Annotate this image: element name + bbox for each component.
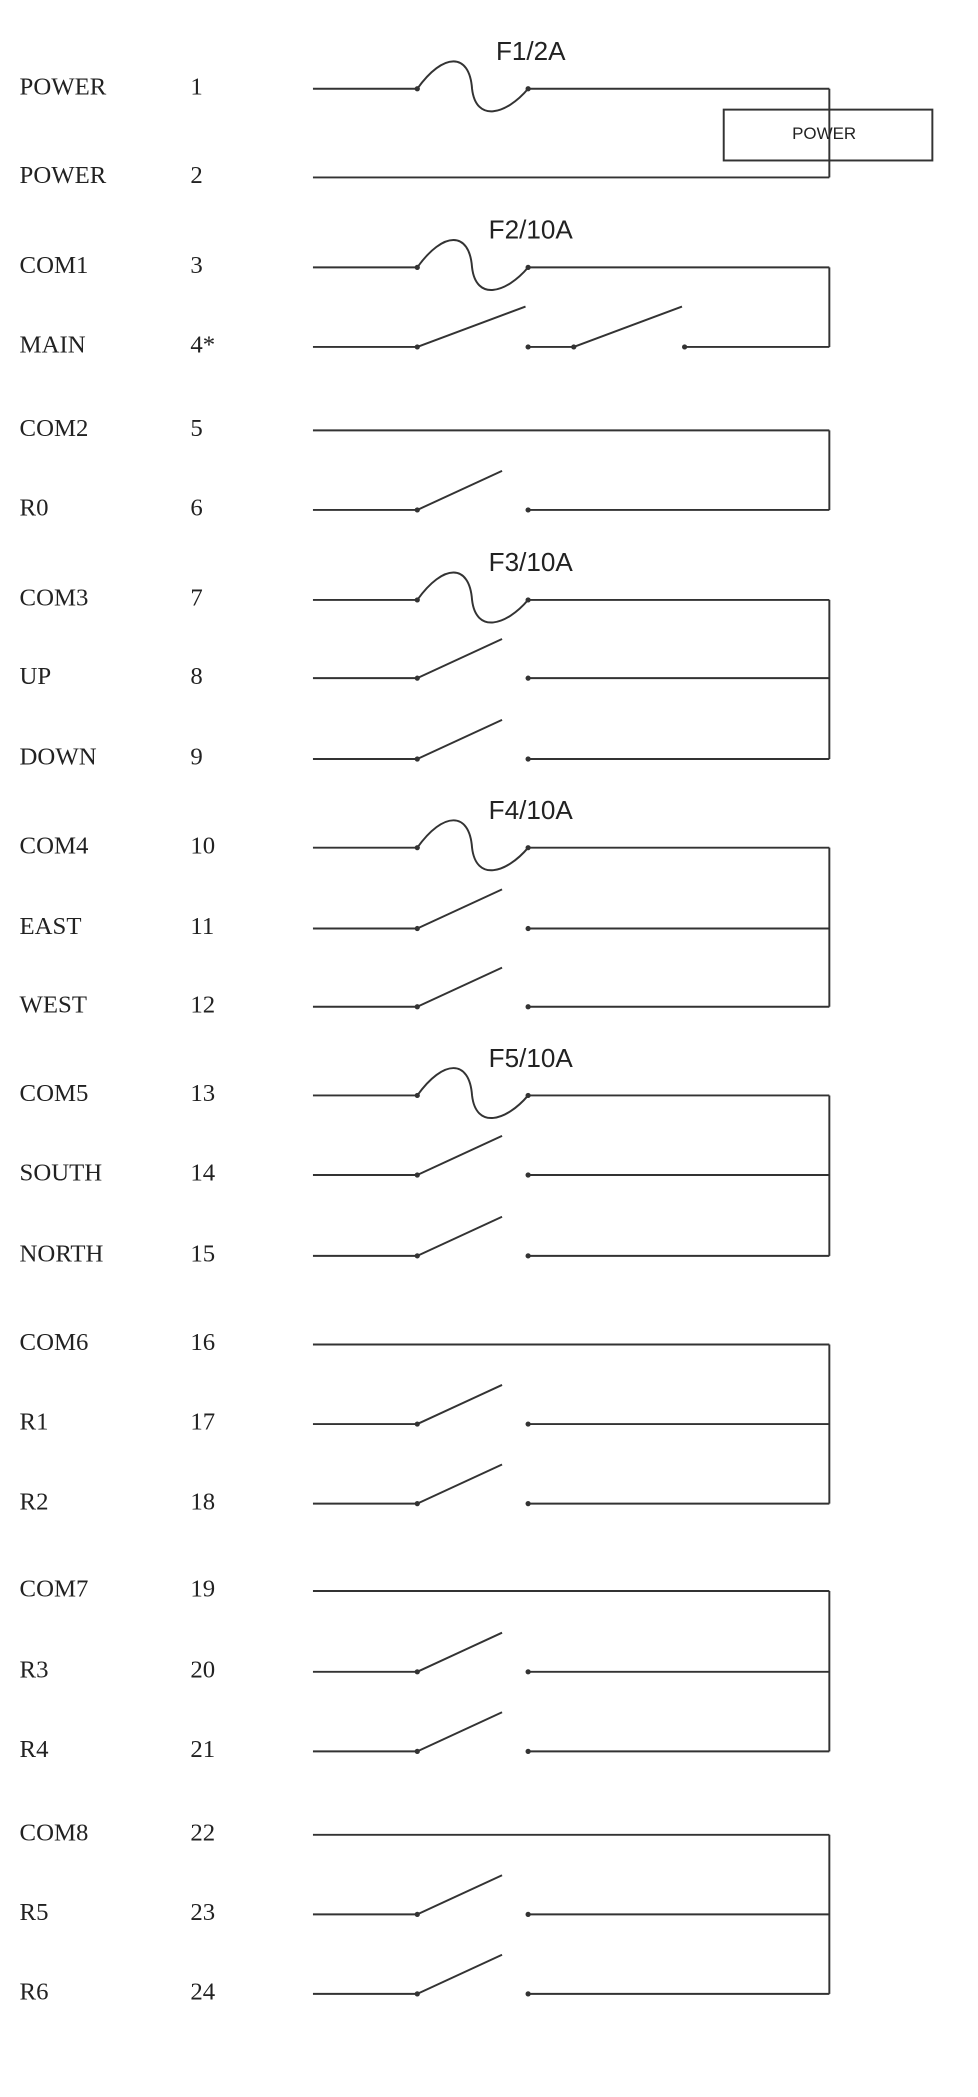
terminal-dot — [414, 264, 420, 271]
switch-blade — [416, 469, 503, 511]
terminal-dot — [414, 507, 420, 513]
terminal-label: NORTH — [20, 1241, 104, 1268]
terminal-label: EAST — [20, 913, 82, 940]
fuse — [416, 60, 529, 113]
terminal-label: POWER — [20, 162, 107, 189]
terminal-number: 16 — [190, 1329, 215, 1356]
terminal-number: 11 — [190, 913, 214, 940]
switch-blade — [416, 1215, 503, 1257]
fuse-label: F1/2A — [496, 36, 566, 66]
terminal-number: 9 — [190, 744, 202, 771]
terminal-label: COM2 — [20, 415, 89, 442]
terminal-dot — [414, 1500, 420, 1507]
switch-blade — [416, 305, 526, 348]
terminal-dot — [414, 675, 420, 681]
switch-blade — [573, 305, 683, 348]
terminal-label: R0 — [20, 495, 49, 522]
switch-blade — [416, 888, 503, 930]
terminal-number: 24 — [190, 1979, 215, 2006]
terminal-dot — [414, 1748, 420, 1754]
terminal-number: 20 — [190, 1656, 215, 1683]
terminal-dot — [414, 86, 420, 92]
terminal-dot — [571, 344, 577, 350]
terminal-number: 7 — [190, 585, 202, 612]
terminal-dot — [414, 845, 420, 851]
terminal-label: MAIN — [20, 332, 86, 359]
terminal-number: 6 — [190, 495, 202, 522]
terminal-label: WEST — [20, 991, 87, 1018]
terminal-label: COM1 — [20, 252, 89, 279]
terminal-label: COM4 — [20, 832, 89, 859]
terminal-number: 12 — [190, 991, 215, 1018]
terminal-label: R3 — [20, 1656, 49, 1683]
fuse-label: F5/10A — [489, 1043, 574, 1073]
fuse-label: F2/10A — [489, 215, 574, 245]
switch-blade — [416, 1711, 503, 1753]
fuse-label: F4/10A — [489, 795, 574, 825]
terminal-number: 10 — [190, 832, 215, 859]
terminal-number: 15 — [190, 1241, 215, 1268]
switch-blade — [416, 638, 503, 680]
terminal-number: 8 — [190, 663, 202, 690]
terminal-number: 19 — [190, 1576, 215, 1603]
terminal-label: R1 — [20, 1409, 49, 1436]
terminal-label: COM5 — [20, 1080, 89, 1107]
switch-blade — [416, 1874, 503, 1916]
terminal-number: 4* — [190, 332, 215, 359]
power-box — [722, 108, 934, 162]
switch-blade — [416, 1463, 503, 1505]
fuse — [416, 819, 529, 872]
terminal-label: R5 — [20, 1899, 49, 1926]
fuse — [416, 239, 529, 291]
terminal-dot — [414, 1253, 420, 1259]
terminal-dot — [414, 597, 420, 603]
terminal-label: POWER — [20, 73, 107, 100]
terminal-dot — [414, 1172, 420, 1178]
terminal-number: 17 — [190, 1409, 215, 1436]
power-box-label: POWER — [792, 124, 856, 143]
fuse — [416, 571, 529, 624]
switch-blade — [416, 1384, 503, 1425]
terminal-number: 1 — [190, 73, 202, 100]
terminal-dot — [414, 1669, 420, 1675]
terminal-label: COM8 — [20, 1819, 89, 1846]
fuse-label: F3/10A — [489, 547, 574, 577]
terminal-label: R2 — [20, 1488, 49, 1515]
switch-blade — [416, 966, 503, 1008]
terminal-number: 13 — [190, 1080, 215, 1107]
terminal-number: 21 — [190, 1736, 215, 1763]
switch-blade — [416, 1631, 503, 1673]
fuse — [416, 1067, 529, 1119]
terminal-dot — [414, 1092, 420, 1099]
terminal-dot — [414, 925, 420, 932]
terminal-number: 14 — [190, 1160, 215, 1187]
terminal-dot — [414, 1421, 420, 1427]
terminal-dot — [414, 1911, 420, 1917]
terminal-label: COM7 — [20, 1576, 89, 1603]
terminal-label: COM3 — [20, 585, 89, 612]
terminal-number: 3 — [190, 252, 202, 279]
terminal-number: 23 — [190, 1899, 215, 1926]
terminal-label: COM6 — [20, 1329, 89, 1356]
terminal-dot — [414, 756, 420, 762]
terminal-dot — [414, 1004, 420, 1010]
terminal-label: R6 — [20, 1979, 49, 2006]
terminal-number: 5 — [190, 415, 202, 442]
terminal-label: R4 — [20, 1736, 49, 1763]
terminal-dot — [414, 1991, 420, 1997]
terminal-number: 18 — [190, 1488, 215, 1515]
terminal-number: 2 — [190, 162, 202, 189]
switch-blade — [416, 1134, 503, 1176]
terminal-dot — [414, 344, 420, 350]
terminal-label: SOUTH — [20, 1160, 103, 1187]
terminal-number: 22 — [190, 1819, 215, 1846]
switch-blade — [416, 719, 503, 760]
terminal-label: DOWN — [20, 744, 97, 771]
terminal-label: UP — [20, 663, 52, 690]
switch-blade — [416, 1953, 503, 1995]
